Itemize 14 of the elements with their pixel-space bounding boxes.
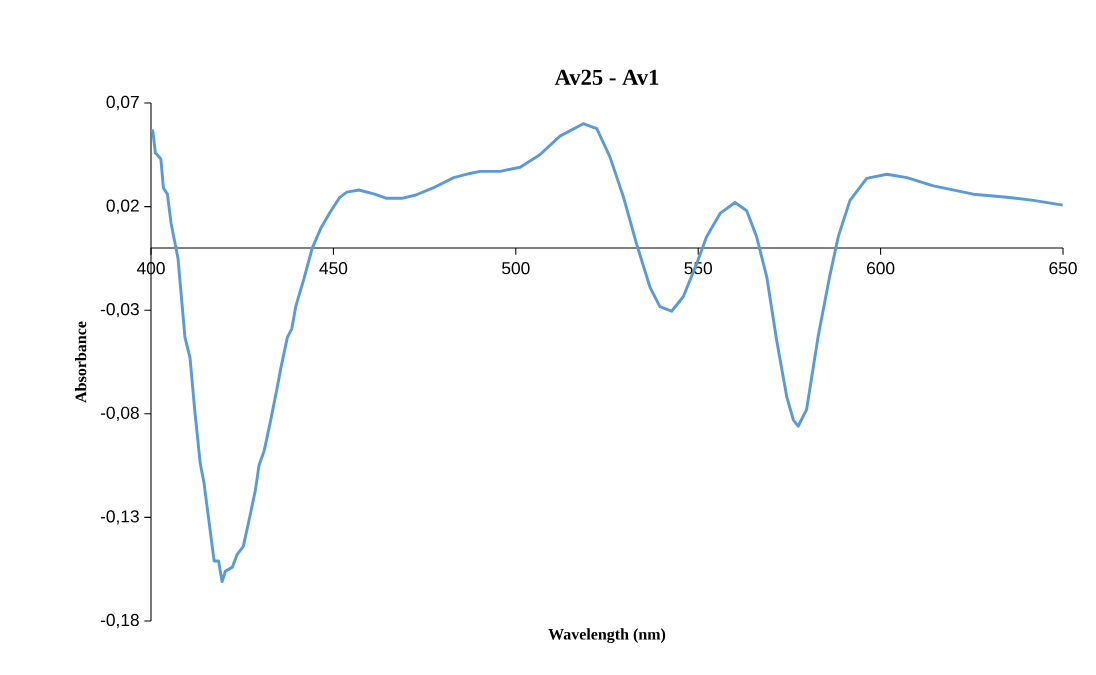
y-tick-label: 0,07 <box>106 95 139 111</box>
x-axis-title: Wavelength (nm) <box>548 628 666 644</box>
x-tick-label: 650 <box>1049 262 1077 275</box>
x-tick-label: 500 <box>502 262 530 275</box>
y-tick-label: 0,02 <box>106 199 139 214</box>
chart-title: Av25 - Av1 <box>554 69 659 85</box>
x-tick-label: 400 <box>136 262 165 275</box>
y-tick-label: -0,13 <box>100 510 139 525</box>
x-tick-label: 600 <box>867 262 895 275</box>
y-tick-label: -0,18 <box>100 613 139 629</box>
y-tick-label: -0,08 <box>100 406 139 421</box>
y-tick-label: -0,03 <box>100 303 139 318</box>
y-axis-title: Absorbance <box>75 321 87 403</box>
x-tick-label: 450 <box>319 262 348 275</box>
